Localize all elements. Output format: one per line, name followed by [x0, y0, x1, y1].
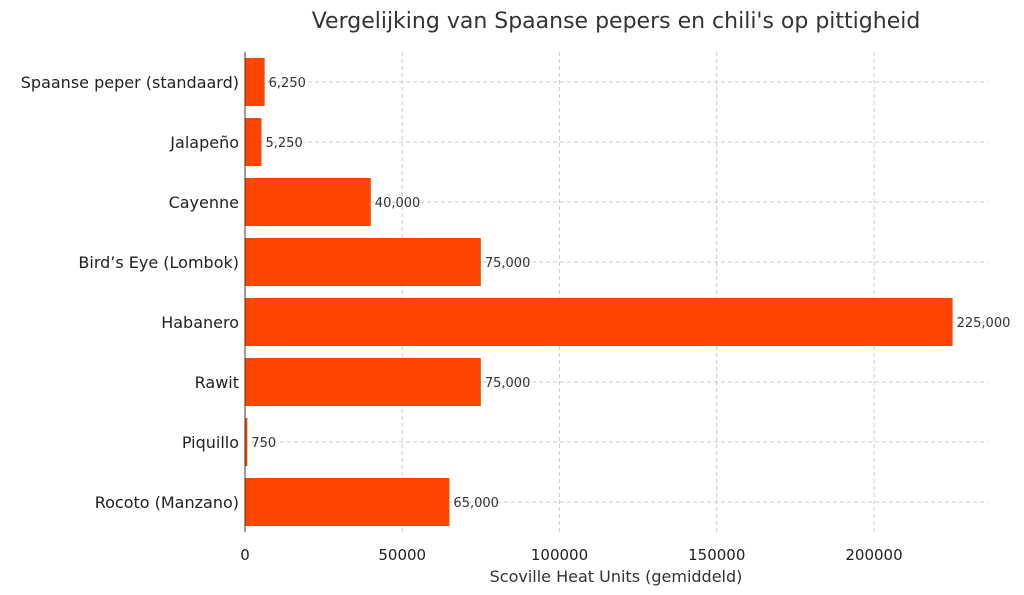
- data-label: 75,000: [485, 376, 531, 391]
- category-label: Cayenne: [169, 193, 239, 212]
- grid: [244, 52, 988, 532]
- category-label: Rawit: [195, 373, 239, 392]
- bar: [245, 358, 481, 406]
- category-label: Rocoto (Manzano): [95, 493, 239, 512]
- x-tick-label: 200000: [845, 546, 902, 564]
- bar: [245, 238, 481, 286]
- data-label: 6,250: [269, 76, 306, 91]
- data-label: 750: [251, 436, 276, 451]
- bar: [245, 478, 450, 526]
- bar: [245, 118, 262, 166]
- category-label: Bird’s Eye (Lombok): [78, 253, 239, 272]
- bars: [245, 58, 953, 526]
- x-axis-ticks: 0 50000 100000 150000 200000: [240, 546, 902, 564]
- bar: [245, 298, 953, 346]
- data-label: 5,250: [266, 136, 303, 151]
- category-label: Spaanse peper (standaard): [21, 73, 239, 92]
- category-label: Habanero: [161, 313, 239, 332]
- data-labels: 6,250 5,250 40,000 75,000 225,000 75,000 750 65…: [251, 76, 1010, 511]
- data-label: 75,000: [485, 256, 531, 271]
- category-label: Jalapeño: [169, 133, 239, 152]
- data-label: 65,000: [453, 496, 499, 511]
- chart-title: Vergelijking van Spaanse pepers en chili…: [312, 9, 921, 34]
- bar: [245, 418, 248, 466]
- data-label: 40,000: [375, 196, 421, 211]
- category-label: Piquillo: [182, 433, 239, 452]
- x-tick-label: 150000: [688, 546, 745, 564]
- x-axis-title: Scoville Heat Units (gemiddeld): [490, 567, 743, 586]
- bar: [245, 178, 371, 226]
- x-tick-label: 50000: [378, 546, 426, 564]
- y-axis-categories: Spaanse peper (standaard) Jalapeño Cayenne…: [21, 73, 239, 512]
- bar: [245, 58, 265, 106]
- x-tick-label: 100000: [531, 546, 588, 564]
- x-tick-label: 0: [240, 546, 250, 564]
- data-label: 225,000: [957, 316, 1011, 331]
